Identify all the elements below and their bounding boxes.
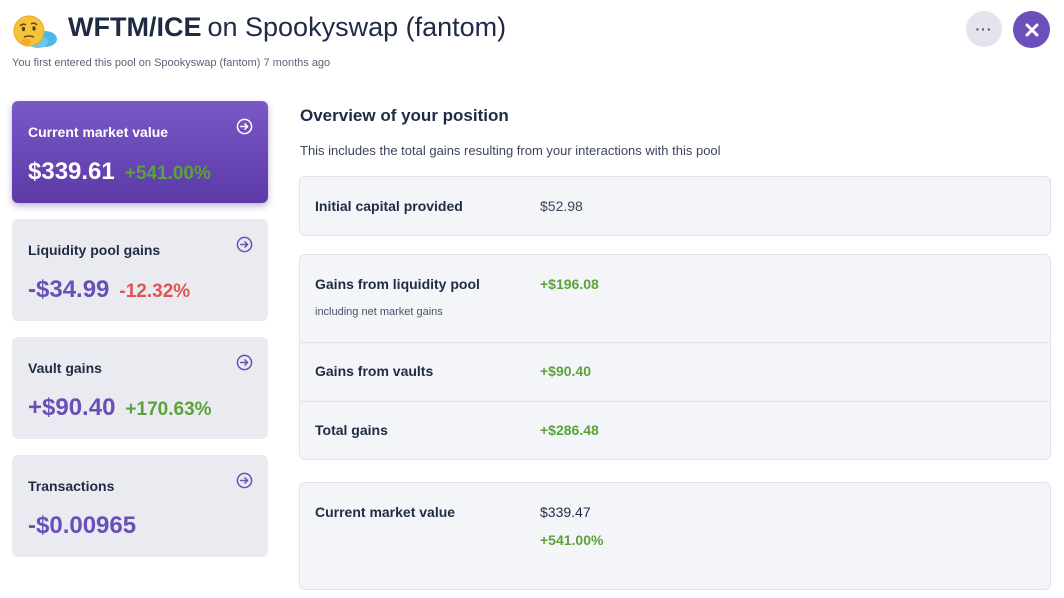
row-label: Gains from vaults [315, 363, 434, 379]
row-value: +$286.48 [540, 422, 599, 438]
arrow-circle-right-icon [236, 236, 253, 253]
card-label: Transactions [28, 478, 115, 494]
card-label: Liquidity pool gains [28, 242, 161, 258]
row-percent: +541.00% [540, 532, 604, 548]
initial-capital-panel: Initial capital provided $52.98 [299, 176, 1051, 236]
card-value: -$34.99 [28, 276, 110, 303]
overview-title: Overview of your position [300, 106, 509, 125]
current-value-row: Current market value $339.47 +541.00% [300, 483, 1050, 589]
close-icon [1025, 23, 1038, 36]
card-vault-gains[interactable]: Vault gains +$90.40 +170.63% [12, 337, 268, 439]
card-label: Current market value [28, 124, 169, 140]
more-button[interactable]: ··· [966, 11, 1002, 47]
card-values: $339.61 +541.00% [28, 158, 211, 186]
vault-gains-row: Gains from vaults +$90.40 [300, 343, 1050, 401]
lp-gains-row: Gains from liquidity pool including net … [300, 255, 1050, 342]
row-value: $52.98 [540, 198, 583, 214]
card-label: Vault gains [28, 360, 102, 376]
divider [300, 342, 1050, 343]
arrow-circle-right-icon [236, 354, 253, 371]
row-label: Gains from liquidity pool [315, 276, 480, 292]
row-value: $339.47 [540, 504, 591, 520]
row-note: including net market gains [315, 306, 443, 318]
initial-capital-row: Initial capital provided $52.98 [300, 177, 1050, 235]
row-value: +$196.08 [540, 276, 599, 292]
arrow-circle-right-icon [236, 472, 253, 489]
gains-panel: Gains from liquidity pool including net … [299, 254, 1051, 460]
overview-subtitle: This includes the total gains resulting … [300, 143, 721, 158]
current-value-panel: Current market value $339.47 +541.00% [299, 482, 1051, 590]
card-liquidity-pool-gains[interactable]: Liquidity pool gains -$34.99 -12.32% [12, 219, 268, 321]
card-value: +$90.40 [28, 394, 116, 421]
card-value: -$0.00965 [28, 512, 137, 539]
row-value: +$90.40 [540, 363, 591, 379]
row-label: Initial capital provided [315, 198, 463, 214]
close-button[interactable] [1013, 11, 1050, 48]
header: WFTM/ICE on Spookyswap (fantom) You first… [0, 0, 1064, 80]
more-icon: ··· [975, 21, 993, 37]
pool-pair: WFTM/ICE [68, 12, 202, 42]
thinking-face-logo [13, 15, 57, 48]
card-percent: +170.63% [125, 399, 212, 420]
entry-subtitle: You first entered this pool on Spookyswa… [12, 57, 331, 69]
divider [300, 401, 1050, 402]
card-value: $339.61 [28, 158, 115, 185]
card-transactions[interactable]: Transactions -$0.00965 [12, 455, 268, 557]
card-current-market-value[interactable]: Current market value $339.61 +541.00% [12, 101, 268, 203]
card-values: +$90.40 +170.63% [28, 394, 212, 422]
card-percent: +541.00% [124, 163, 211, 184]
row-label: Total gains [315, 422, 388, 438]
card-percent: -12.32% [119, 281, 191, 302]
arrow-circle-right-icon [236, 118, 253, 135]
card-values: -$34.99 -12.32% [28, 276, 190, 304]
total-gains-row: Total gains +$286.48 [300, 402, 1050, 460]
row-label: Current market value [315, 504, 456, 520]
pool-venue: on Spookyswap (fantom) [207, 12, 507, 42]
page-title: WFTM/ICE on Spookyswap (fantom) [68, 12, 506, 43]
card-values: -$0.00965 [28, 512, 136, 540]
